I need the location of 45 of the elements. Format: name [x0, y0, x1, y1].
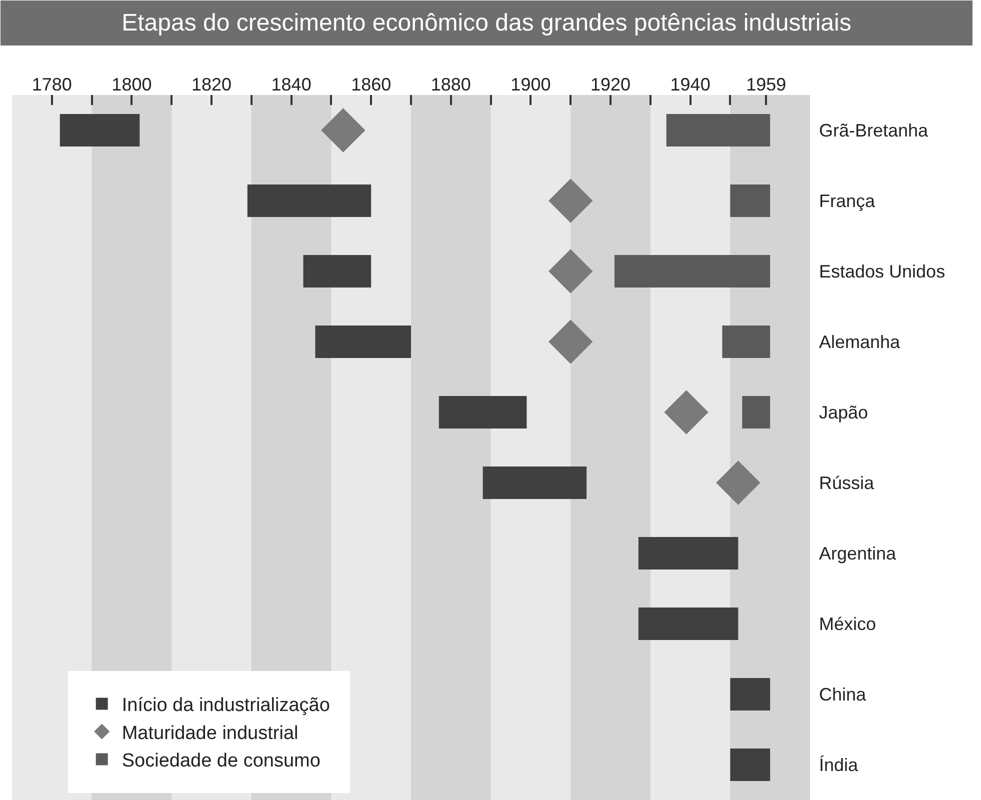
y-tick-label: França — [819, 191, 876, 212]
bar — [482, 466, 587, 499]
x-tick-label: 1840 — [271, 74, 312, 94]
bar — [303, 255, 372, 288]
x-tick-label: 1940 — [670, 74, 710, 94]
x-tick-label: 1959 — [746, 74, 786, 94]
point — [548, 178, 593, 223]
y-tick-label: México — [819, 614, 876, 634]
x-tick-label: 1880 — [430, 74, 471, 94]
y-tick-label: Japão — [819, 402, 868, 423]
x-tick-label: 1860 — [351, 74, 392, 94]
bar — [742, 396, 770, 428]
bar — [730, 748, 770, 781]
legend-label: Início da industrialização — [122, 695, 330, 716]
y-tick-label: Rússia — [819, 473, 876, 494]
bar — [247, 184, 372, 217]
point — [716, 460, 760, 505]
bar — [638, 537, 738, 570]
bar — [722, 326, 770, 358]
bar — [666, 114, 770, 146]
x-tick-label: 1780 — [32, 74, 72, 94]
point — [548, 249, 593, 294]
y-tick-label: Índia — [819, 755, 860, 776]
point — [548, 320, 593, 364]
x-tick-label: 1800 — [112, 74, 152, 94]
bar — [638, 608, 738, 640]
legend-label: Sociedade de consumo — [122, 750, 320, 772]
y-tick-label: Estados Unidos — [819, 262, 946, 282]
bar — [730, 678, 770, 710]
bar — [60, 114, 140, 146]
y-tick-label: Grã-Bretanha — [819, 120, 930, 141]
x-tick-label: 1820 — [191, 74, 232, 94]
y-tick-label: China — [819, 684, 868, 705]
point — [664, 390, 708, 434]
bar — [438, 396, 527, 428]
y-tick-label: Alemanha — [819, 332, 902, 352]
bar — [730, 184, 770, 217]
x-tick-label: 1920 — [590, 74, 631, 94]
y-tick-label: Argentina — [819, 544, 898, 564]
legend-label: Maturidade industrial — [122, 722, 298, 744]
bar — [614, 255, 770, 288]
chart-title: Etapas do crescimento econômico das grandes potências industriais — [122, 10, 852, 36]
bar — [315, 326, 411, 358]
point — [321, 108, 366, 152]
x-tick-label: 1900 — [510, 74, 551, 94]
